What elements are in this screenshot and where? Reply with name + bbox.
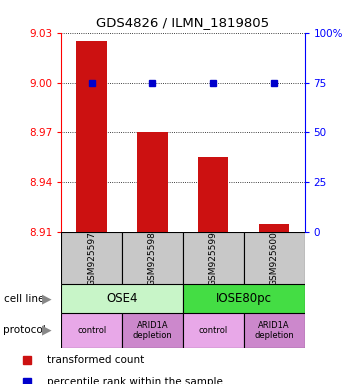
Bar	[137, 132, 168, 232]
Text: percentile rank within the sample: percentile rank within the sample	[47, 377, 223, 384]
Bar	[244, 232, 304, 284]
Text: OSE4: OSE4	[106, 292, 138, 305]
Text: ▶: ▶	[42, 292, 52, 305]
Bar	[183, 313, 244, 348]
Text: control: control	[199, 326, 228, 335]
Text: GSM925598: GSM925598	[148, 231, 157, 286]
Text: ARID1A
depletion: ARID1A depletion	[254, 321, 294, 340]
Bar	[244, 313, 304, 348]
Text: GSM925599: GSM925599	[209, 231, 218, 286]
Text: control: control	[77, 326, 106, 335]
Text: protocol: protocol	[4, 325, 46, 335]
Bar	[76, 41, 107, 232]
Bar	[183, 232, 244, 284]
Title: GDS4826 / ILMN_1819805: GDS4826 / ILMN_1819805	[96, 16, 270, 29]
Text: IOSE80pc: IOSE80pc	[216, 292, 272, 305]
Bar	[61, 284, 183, 313]
Bar	[183, 284, 304, 313]
Bar	[259, 224, 289, 232]
Text: GSM925600: GSM925600	[270, 231, 279, 286]
Text: ▶: ▶	[42, 324, 52, 337]
Bar	[122, 313, 183, 348]
Bar	[61, 232, 122, 284]
Text: GSM925597: GSM925597	[87, 231, 96, 286]
Bar	[198, 157, 229, 232]
Text: ARID1A
depletion: ARID1A depletion	[133, 321, 172, 340]
Text: transformed count: transformed count	[47, 355, 144, 365]
Text: cell line: cell line	[4, 293, 44, 304]
Bar	[122, 232, 183, 284]
Bar	[61, 313, 122, 348]
